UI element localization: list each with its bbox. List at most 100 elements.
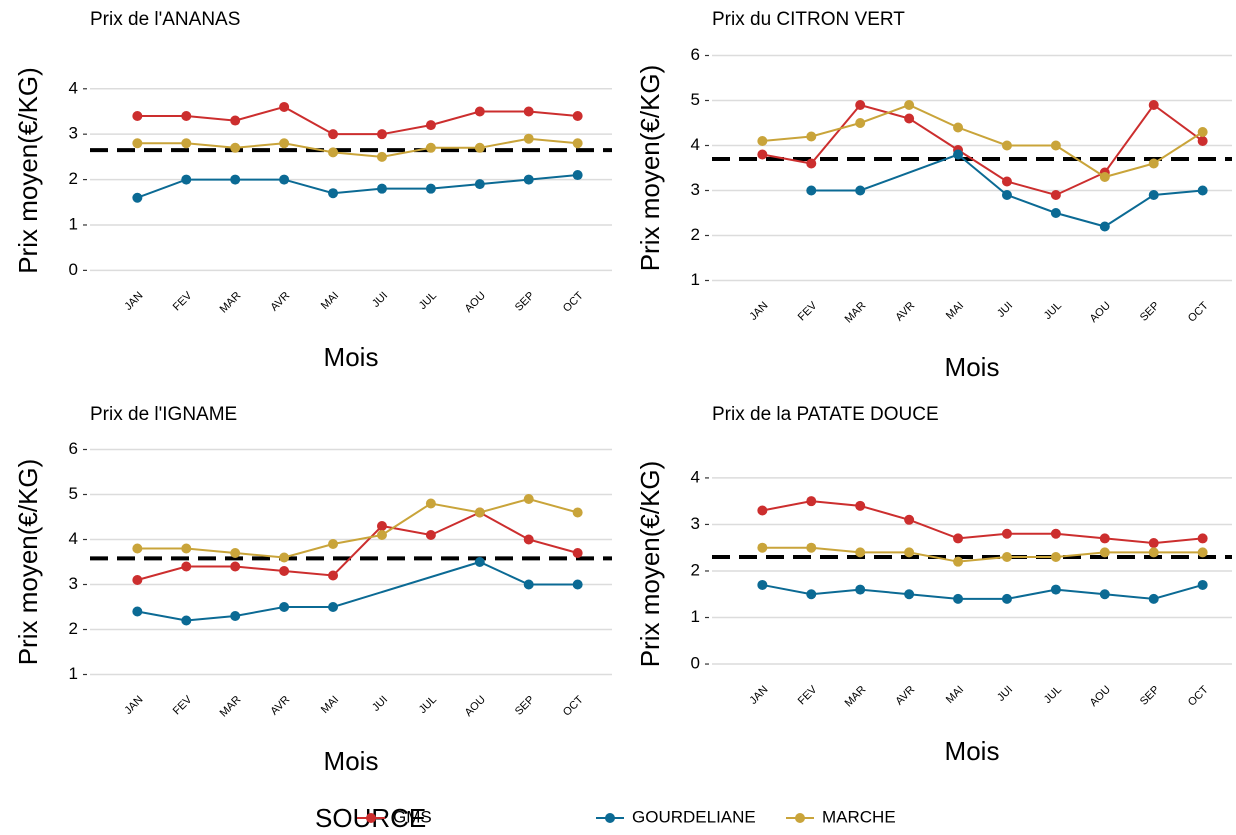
x-tick-label: AOU — [1088, 300, 1113, 325]
data-point — [279, 174, 290, 185]
data-point — [1197, 547, 1208, 558]
x-tick-label: OCT — [561, 694, 586, 719]
y-tick-label: 3 — [69, 124, 78, 143]
data-point — [806, 542, 817, 553]
data-point — [1148, 547, 1159, 558]
x-tick-label: JUL — [417, 290, 439, 312]
x-tick-label: FEV — [171, 289, 195, 313]
series-line — [137, 511, 578, 581]
x-tick-label: JAN — [747, 300, 770, 323]
data-point — [1197, 127, 1208, 137]
data-point — [904, 589, 915, 600]
data-point — [523, 174, 534, 185]
series-line — [762, 500, 1203, 545]
data-point — [425, 120, 436, 131]
y-tick-label: 4 — [691, 467, 700, 486]
data-point — [328, 602, 339, 612]
y-tick-label: 2 — [691, 225, 700, 244]
y-axis-title: Prix moyen(€/KG) — [635, 65, 665, 272]
data-point — [757, 542, 768, 553]
y-tick-label: 5 — [69, 484, 78, 503]
data-point — [1050, 190, 1061, 200]
x-tick-label: SEP — [1138, 684, 1162, 708]
data-point — [1197, 136, 1208, 146]
y-tick-label: 6 — [691, 45, 700, 64]
data-point — [1050, 208, 1061, 218]
series-line — [137, 137, 578, 158]
data-point — [376, 521, 387, 531]
y-axis-title: Prix moyen(€/KG) — [13, 67, 43, 274]
x-tick-label: MAI — [319, 290, 341, 312]
data-point — [279, 138, 290, 149]
data-point — [855, 500, 866, 511]
legend-label: GOURDELIANE — [632, 807, 756, 826]
data-point — [572, 507, 583, 518]
x-tick-label: JAN — [122, 290, 145, 313]
legend-label: GMS — [393, 807, 432, 826]
x-tick-label: OCT — [1186, 300, 1211, 325]
x-tick-label: MAR — [218, 694, 244, 720]
x-tick-label: SEP — [513, 290, 537, 314]
x-tick-label: JUI — [995, 684, 1015, 704]
data-point — [425, 142, 436, 153]
data-point — [181, 174, 192, 185]
data-point — [230, 561, 241, 572]
data-point — [132, 606, 143, 617]
data-point — [181, 615, 192, 626]
data-point — [806, 131, 817, 142]
x-tick-label: JUL — [417, 694, 439, 716]
data-point — [474, 106, 485, 117]
data-point — [953, 149, 964, 160]
x-tick-label: JUI — [995, 300, 1015, 320]
data-point — [1197, 533, 1208, 544]
series-line — [811, 153, 1203, 228]
x-tick-label: JUI — [370, 290, 390, 310]
data-point — [1197, 185, 1208, 196]
data-point — [1050, 528, 1061, 539]
data-point — [328, 129, 339, 140]
x-tick-label: OCT — [1186, 684, 1211, 709]
series-line — [137, 497, 578, 559]
data-point — [1001, 140, 1012, 151]
x-tick-label: SEP — [1138, 300, 1162, 324]
data-point — [1001, 593, 1012, 604]
y-tick-label: 2 — [69, 619, 78, 638]
x-tick-label: MAI — [944, 684, 966, 706]
y-tick-label: 4 — [69, 529, 78, 548]
series-line — [137, 560, 578, 622]
data-point — [181, 543, 192, 554]
data-point — [572, 138, 583, 149]
x-axis-title: Mois — [945, 736, 1000, 766]
data-point — [425, 183, 436, 194]
data-point — [806, 496, 817, 507]
data-point — [1099, 172, 1110, 182]
data-point — [855, 100, 866, 110]
data-point — [1001, 176, 1012, 187]
chart-title: Prix du CITRON VERT — [712, 9, 905, 30]
data-point — [572, 548, 583, 558]
data-point — [1148, 190, 1159, 200]
data-point — [572, 579, 583, 590]
x-tick-label: AOU — [463, 290, 488, 315]
legend-label: MARCHE — [822, 807, 896, 826]
data-point — [328, 188, 339, 199]
data-point — [132, 111, 143, 122]
y-tick-label: 1 — [691, 270, 700, 289]
x-axis-title: Mois — [324, 746, 379, 776]
series-line — [762, 583, 1203, 600]
data-point — [1148, 538, 1159, 549]
x-tick-label: MAI — [319, 694, 341, 716]
y-tick-label: 2 — [69, 169, 78, 188]
legend-dot — [605, 813, 615, 823]
x-tick-label: AVR — [268, 290, 292, 314]
data-point — [474, 557, 485, 567]
data-point — [572, 170, 583, 181]
x-axis-title: Mois — [324, 342, 379, 372]
data-point — [855, 118, 866, 128]
data-point — [757, 136, 768, 146]
y-tick-label: 1 — [69, 664, 78, 683]
data-point — [376, 183, 387, 194]
data-point — [181, 561, 192, 572]
data-point — [1148, 593, 1159, 604]
data-point — [376, 530, 387, 540]
